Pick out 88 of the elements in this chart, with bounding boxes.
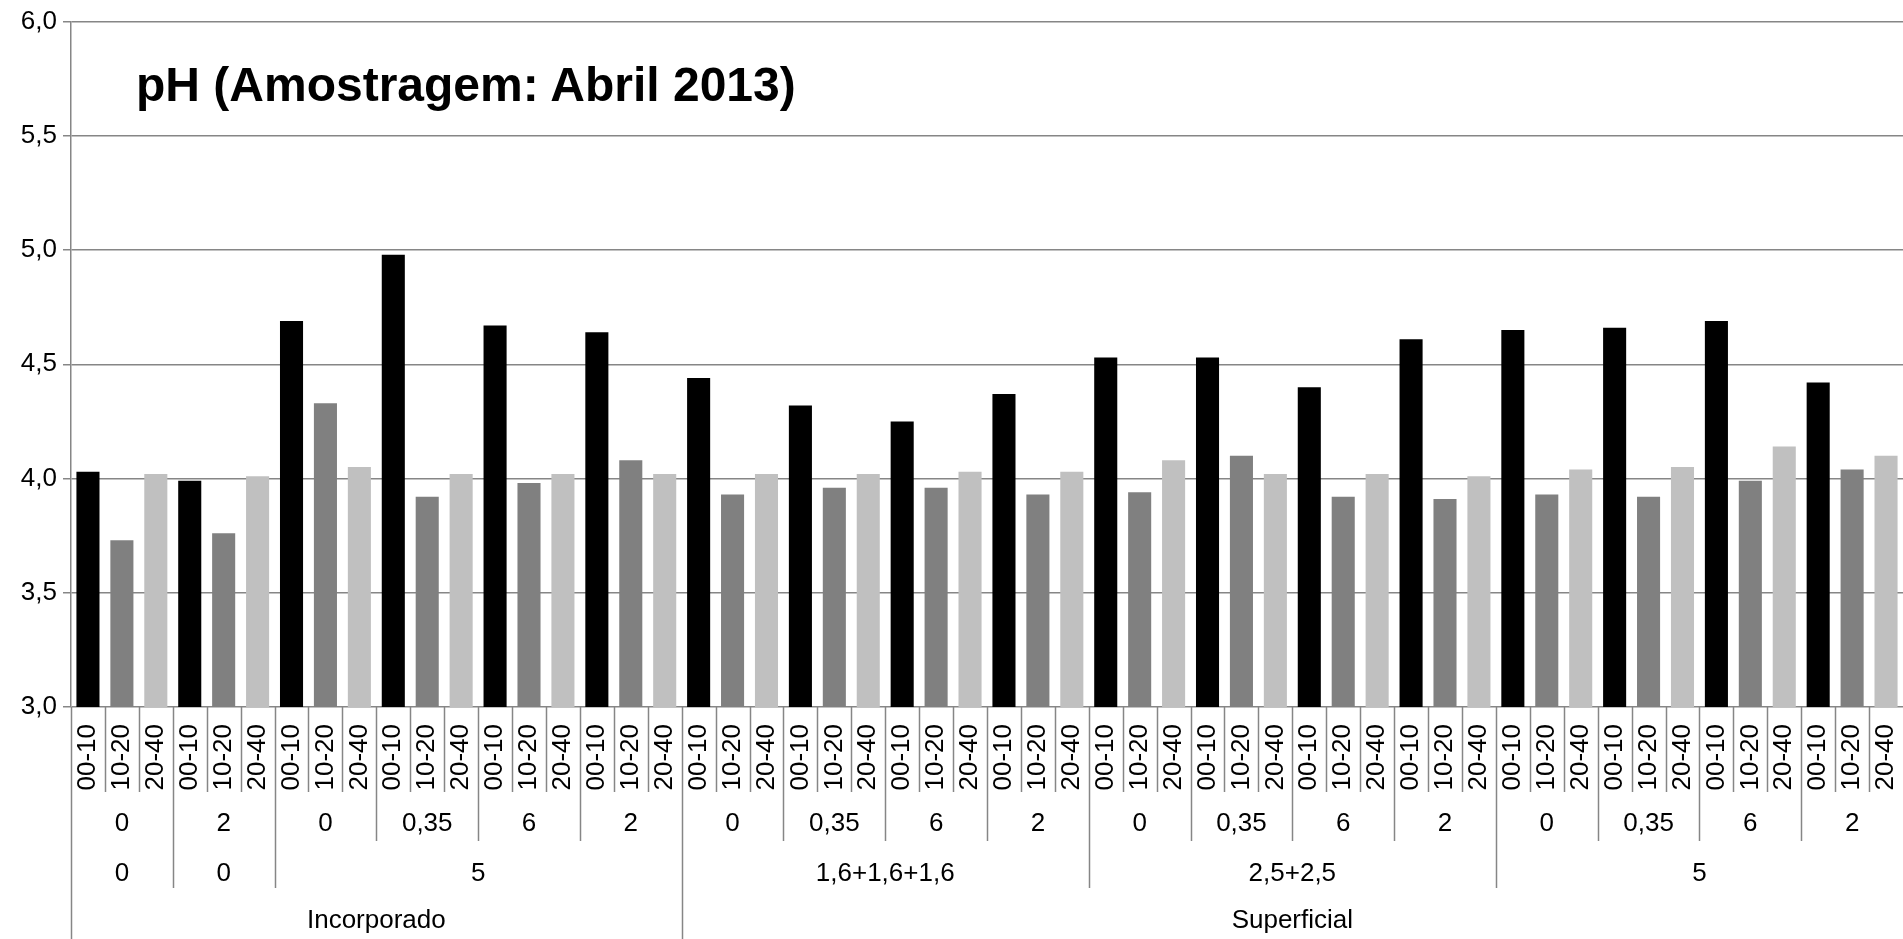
text: 1,6+1,6+1,6 xyxy=(815,857,955,888)
x-tick-label: 20-40 xyxy=(1360,724,1391,791)
y-tick-label: 4,0 xyxy=(20,461,57,492)
x-tick-label: 20-40 xyxy=(749,724,780,791)
x-tick-label: 10-20 xyxy=(613,724,644,791)
y-tick-label: 3,0 xyxy=(20,690,57,721)
x-tick-label: 10-20 xyxy=(410,724,441,791)
x-tick-label: 10-20 xyxy=(1631,724,1662,791)
x-tick-label: 10-20 xyxy=(105,724,136,791)
x-tick-label: 00-10 xyxy=(783,724,814,791)
x-tick-label: 20-40 xyxy=(1869,724,1900,791)
text: 0 xyxy=(318,807,333,838)
text: pH (Amostragem: Abril 2013) xyxy=(136,57,796,113)
x-tick-label: 00-10 xyxy=(1496,724,1527,791)
x-tick-label: 00-10 xyxy=(1292,724,1323,791)
text: 0 xyxy=(114,857,130,888)
x-tick-label: 00-10 xyxy=(1597,724,1628,791)
x-tick-label: 10-20 xyxy=(1224,724,1255,791)
text: 0,35 xyxy=(401,807,453,838)
x-tick-label: 20-40 xyxy=(342,724,373,791)
y-tick-label: 4,5 xyxy=(20,347,57,378)
x-tick-label: 00-10 xyxy=(580,724,611,791)
x-tick-label: 00-10 xyxy=(172,724,203,791)
x-tick-label: 00-10 xyxy=(71,724,102,791)
x-tick-label: 10-20 xyxy=(817,724,848,791)
x-tick-label: 00-10 xyxy=(1801,724,1832,791)
x-tick-label: 20-40 xyxy=(1665,724,1696,791)
y-tick-label: 5,0 xyxy=(20,233,57,264)
x-tick-label: 20-40 xyxy=(1054,724,1085,791)
text: Superficial xyxy=(1231,904,1354,935)
x-tick-label: 20-40 xyxy=(851,724,882,791)
text: 0,35 xyxy=(809,807,860,838)
text: 6 xyxy=(928,807,944,838)
text: 0 xyxy=(1132,807,1147,838)
x-tick-label: 20-40 xyxy=(1462,724,1493,791)
text: 0 xyxy=(114,807,130,838)
x-tick-label: 10-20 xyxy=(206,724,237,791)
text: 5 xyxy=(470,857,486,888)
x-tick-label: 20-40 xyxy=(240,724,271,791)
x-tick-label: 00-10 xyxy=(1088,724,1119,791)
text: 2 xyxy=(1030,807,1046,838)
x-tick-label: 10-20 xyxy=(1835,724,1866,791)
x-tick-label: 10-20 xyxy=(919,724,950,791)
text: 0 xyxy=(725,807,740,838)
text: Incorporado xyxy=(306,904,446,935)
text: 2 xyxy=(623,807,639,838)
x-tick-label: 20-40 xyxy=(953,724,984,791)
text: 6 xyxy=(1743,807,1758,838)
x-tick-label: 00-10 xyxy=(1190,724,1221,791)
x-tick-label: 20-40 xyxy=(1767,724,1798,791)
text: 6 xyxy=(1335,807,1351,838)
x-tick-label: 20-40 xyxy=(138,724,169,791)
text: 6 xyxy=(521,807,537,838)
text: 5 xyxy=(1692,857,1707,888)
x-tick-label: 10-20 xyxy=(1529,724,1560,791)
x-tick-label: 20-40 xyxy=(1563,724,1594,791)
x-tick-label: 00-10 xyxy=(274,724,305,791)
y-tick-label: 5,5 xyxy=(20,119,57,150)
x-tick-label: 00-10 xyxy=(1394,724,1425,791)
x-tick-label: 10-20 xyxy=(308,724,339,791)
x-tick-label: 20-40 xyxy=(647,724,678,791)
text: 0,35 xyxy=(1216,807,1267,838)
x-tick-label: 00-10 xyxy=(681,724,712,791)
y-tick-label: 3,5 xyxy=(20,575,57,606)
x-tick-label: 00-10 xyxy=(885,724,916,791)
x-tick-label: 00-10 xyxy=(987,724,1018,791)
text: 2 xyxy=(216,807,231,838)
text: 0,35 xyxy=(1623,807,1674,838)
y-tick-label: 6,0 xyxy=(20,4,57,35)
x-tick-label: 00-10 xyxy=(1699,724,1730,791)
text: 2 xyxy=(1844,807,1860,838)
x-tick-label: 10-20 xyxy=(1428,724,1459,791)
text: 2 xyxy=(1437,807,1453,838)
x-tick-label: 10-20 xyxy=(1021,724,1052,791)
x-tick-label: 10-20 xyxy=(715,724,746,791)
x-tick-label: 10-20 xyxy=(1733,724,1764,791)
x-tick-label: 10-20 xyxy=(512,724,543,791)
x-tick-label: 20-40 xyxy=(546,724,577,791)
text: 0 xyxy=(216,857,231,888)
x-tick-label: 20-40 xyxy=(444,724,475,791)
x-tick-label: 20-40 xyxy=(1156,724,1187,791)
x-tick-label: 00-10 xyxy=(376,724,407,791)
text: 2,5+2,5 xyxy=(1248,857,1337,888)
x-tick-label: 10-20 xyxy=(1326,724,1357,791)
text: 0 xyxy=(1539,807,1555,838)
x-tick-label: 20-40 xyxy=(1258,724,1289,791)
x-tick-label: 00-10 xyxy=(478,724,509,791)
x-tick-label: 10-20 xyxy=(1122,724,1153,791)
